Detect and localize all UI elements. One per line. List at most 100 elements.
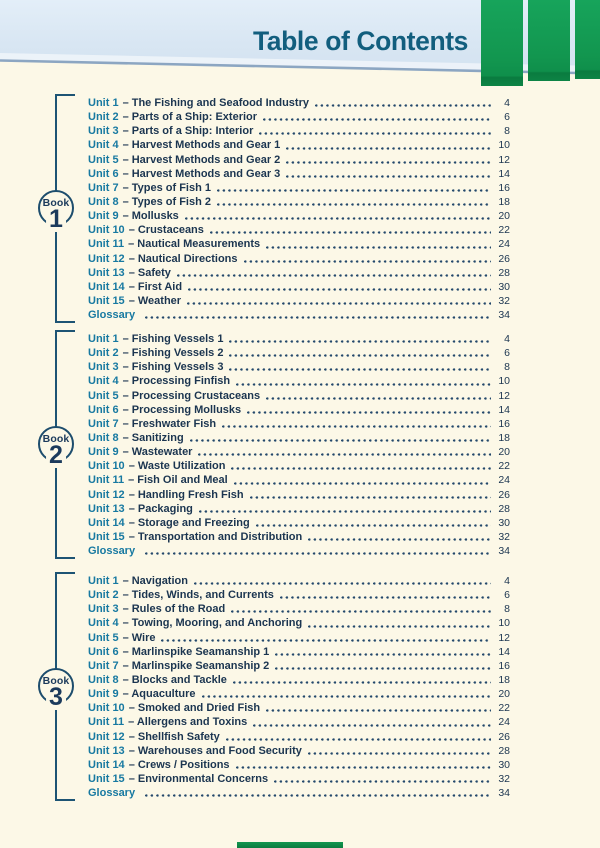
- toc-entry: Unit 12 – Nautical Directions 26: [88, 252, 510, 266]
- leader-dots-icon: [225, 737, 491, 741]
- toc-entry-label: Unit 7: [88, 181, 119, 194]
- leader-dots-icon: [259, 132, 491, 136]
- toc-entry-title: – Marlinspike Seamanship 2: [122, 659, 270, 672]
- toc-entry-title: – Weather: [128, 294, 182, 307]
- toc-entry-label: Unit 6: [88, 645, 119, 658]
- toc-entry-label: Unit 10: [88, 224, 125, 237]
- toc-entry-page: 28: [498, 266, 510, 279]
- toc-entry: Unit 4 – Towing, Mooring, and Anchoring …: [88, 616, 510, 630]
- toc-entry-label: Unit 6: [88, 167, 119, 180]
- book-badge-word: Book: [42, 433, 70, 445]
- leader-dots-icon: [274, 780, 491, 784]
- toc-entry-title: – Tides, Winds, and Currents: [122, 589, 274, 602]
- toc-entry-page: 28: [498, 502, 510, 515]
- toc-entry-title: – Crustaceans: [128, 224, 204, 237]
- toc-entry-page: 24: [498, 716, 510, 729]
- toc-entry-label: Unit 9: [88, 688, 119, 701]
- toc-entry-label: Unit 4: [88, 617, 119, 630]
- toc-entry-title: – Fishing Vessels 2: [122, 347, 224, 360]
- toc-entry: Unit 12 – Shellfish Safety 26: [88, 730, 510, 744]
- toc-entry-label: Unit 8: [88, 431, 119, 444]
- toc-entry: Unit 12 – Handling Fresh Fish 26: [88, 488, 510, 502]
- book-badge: Book 2: [38, 426, 74, 468]
- toc-entry: Unit 2 – Tides, Winds, and Currents 6: [88, 588, 510, 602]
- leader-dots-icon: [275, 666, 491, 670]
- toc-entry: Unit 3 – Parts of a Ship: Interior 8: [88, 124, 510, 138]
- toc-entry-label: Unit 9: [88, 446, 119, 459]
- toc-entry-title: – Safety: [128, 266, 171, 279]
- toc-entry-title: – Types of Fish 2: [122, 195, 211, 208]
- toc-entry-label: Unit 5: [88, 389, 119, 402]
- toc-entry-label: Unit 12: [88, 730, 125, 743]
- toc-entry-label: Unit 10: [88, 460, 125, 473]
- toc-entry: Unit 4 – Harvest Methods and Gear 1 10: [88, 138, 510, 152]
- book-badge-word: Book: [42, 675, 70, 687]
- toc-entry-page: 6: [504, 111, 510, 124]
- toc-entry-page: 14: [498, 645, 510, 658]
- leader-dots-icon: [209, 231, 491, 235]
- leader-dots-icon: [307, 751, 491, 755]
- toc-entry-title: – Processing Mollusks: [122, 403, 242, 416]
- leader-dots-icon: [145, 316, 491, 320]
- entry-list: Unit 1 – Fishing Vessels 1 4 Unit 2 – Fi…: [88, 332, 510, 558]
- toc-entry: Unit 6 – Marlinspike Seamanship 1 14: [88, 645, 510, 659]
- toc-entry-title: – Allergens and Toxins: [128, 716, 248, 729]
- leader-dots-icon: [229, 340, 491, 344]
- toc-entry-title: – Packaging: [128, 502, 193, 515]
- toc-entry-page: 12: [498, 389, 510, 402]
- toc-entry-page: 16: [498, 181, 510, 194]
- toc-entry: Unit 11 – Nautical Measurements 24: [88, 237, 510, 251]
- leader-dots-icon: [247, 410, 491, 414]
- toc-entry-label: Unit 4: [88, 375, 119, 388]
- toc-entry-page: 18: [498, 195, 510, 208]
- toc-entry: Unit 1 – Navigation 4: [88, 574, 510, 588]
- toc-entry-page: 30: [498, 280, 510, 293]
- toc-entry-title: – Sanitizing: [122, 431, 184, 444]
- toc-entry: Unit 9 – Aquaculture 20: [88, 687, 510, 701]
- toc-entry: Unit 15 – Environmental Concerns 32: [88, 772, 510, 786]
- leader-dots-icon: [229, 368, 491, 372]
- leader-dots-icon: [145, 794, 491, 798]
- leader-dots-icon: [193, 582, 491, 586]
- toc-entry-page: 32: [498, 772, 510, 785]
- book-section: Book 1 Unit 1 – The Fishing and Seafood …: [38, 94, 510, 323]
- toc-entry-title: – Fishing Vessels 1: [122, 333, 224, 345]
- toc-entry-title: – Nautical Measurements: [128, 238, 261, 251]
- toc-entry-page: 4: [504, 575, 510, 587]
- toc-entry-label: Glossary: [88, 545, 136, 558]
- book-badge: Book 1: [38, 190, 74, 232]
- toc-entry-title: – Towing, Mooring, and Anchoring: [122, 617, 303, 630]
- leader-dots-icon: [222, 424, 491, 428]
- toc-entry-title: – Transportation and Distribution: [128, 530, 303, 543]
- toc-entry-page: 22: [498, 702, 510, 715]
- toc-entry: Unit 9 – Wastewater 20: [88, 445, 510, 459]
- toc-entry-title: – Types of Fish 1: [122, 181, 211, 194]
- book-badge-number: 2: [46, 443, 66, 468]
- toc-entry-title: – Shellfish Safety: [128, 730, 220, 743]
- leader-dots-icon: [176, 273, 491, 277]
- toc-entry-title: – Storage and Freezing: [128, 516, 250, 529]
- toc-entry: Unit 13 – Warehouses and Food Security 2…: [88, 744, 510, 758]
- leader-dots-icon: [217, 188, 491, 192]
- toc-entry-label: Unit 7: [88, 659, 119, 672]
- toc-entry: Unit 11 – Allergens and Toxins 24: [88, 715, 510, 729]
- toc-entry-title: – Crews / Positions: [128, 758, 230, 771]
- toc-entry: Unit 8 – Sanitizing 18: [88, 431, 510, 445]
- toc-entry-page: 26: [498, 488, 510, 501]
- toc-entry-page: 30: [498, 516, 510, 529]
- leader-dots-icon: [184, 217, 491, 221]
- toc-entry-label: Unit 14: [88, 280, 125, 293]
- toc-entry: Unit 13 – Safety 28: [88, 266, 510, 280]
- corner-tab-icon: [481, 0, 523, 86]
- toc-entry-page: 24: [498, 238, 510, 251]
- toc-entry-page: 20: [498, 688, 510, 701]
- toc-entry-page: 4: [504, 333, 510, 345]
- toc-entry-title: – Warehouses and Food Security: [128, 744, 302, 757]
- toc-entry-page: 10: [498, 139, 510, 152]
- toc-entry-label: Unit 8: [88, 195, 119, 208]
- toc-entry-label: Unit 5: [88, 153, 119, 166]
- toc-entry-page: 14: [498, 403, 510, 416]
- toc-entry: Unit 3 – Rules of the Road 8: [88, 602, 510, 616]
- toc-entry-page: 12: [498, 631, 510, 644]
- leader-dots-icon: [263, 118, 491, 122]
